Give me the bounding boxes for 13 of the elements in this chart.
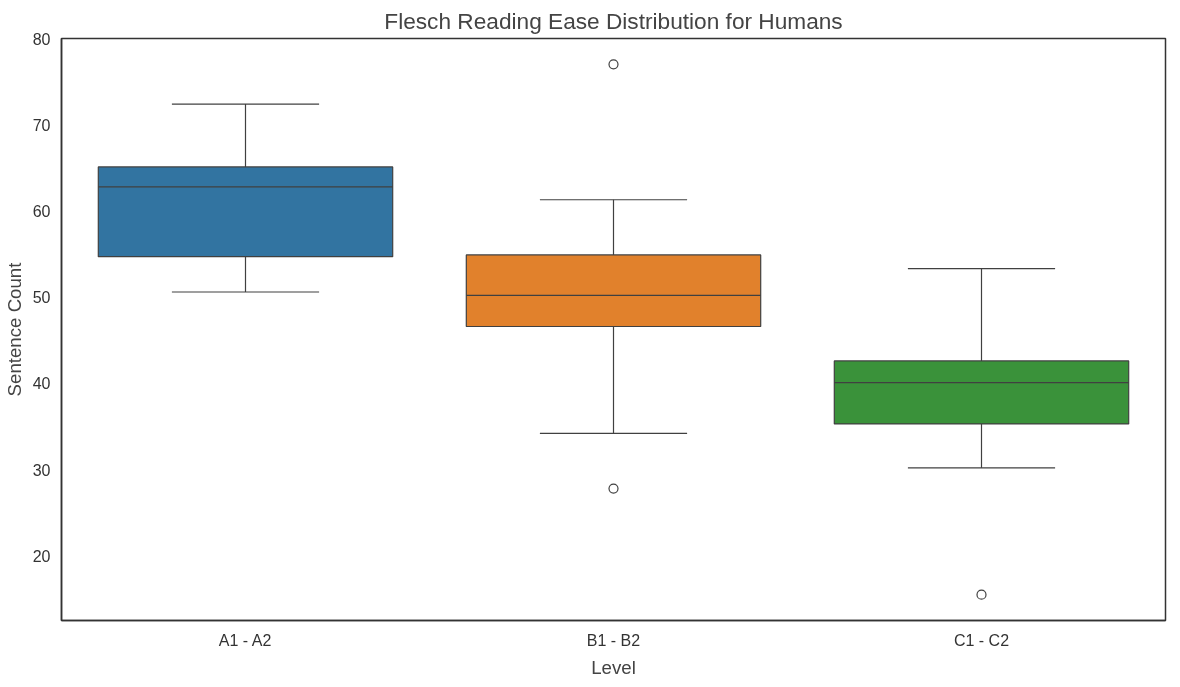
x-axis-title: Level (591, 656, 636, 678)
y-tick-label: 70 (32, 116, 51, 134)
y-tick-label: 80 (32, 30, 51, 48)
y-axis-title: Sentence Count (3, 261, 25, 397)
y-tick-label: 50 (32, 289, 51, 307)
y-tick-label: 30 (32, 461, 51, 479)
y-tick-label: 20 (32, 547, 51, 565)
chart-title: Flesch Reading Ease Distribution for Humans (384, 7, 843, 34)
x-tick-label: C1 - C2 (953, 631, 1010, 649)
x-tick-label: B1 - B2 (586, 631, 641, 649)
y-tick-label: 40 (32, 375, 51, 393)
x-tick-label: A1 - A2 (218, 631, 272, 649)
y-tick-label: 60 (32, 202, 51, 220)
